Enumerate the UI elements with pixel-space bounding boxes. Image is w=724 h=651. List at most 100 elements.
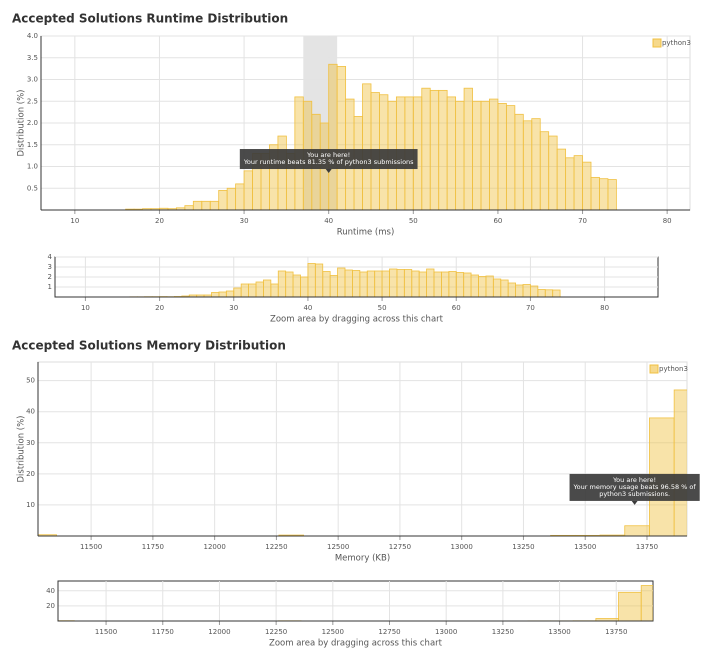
y-tick-label: 2.5 [27,97,38,105]
bar [599,178,609,210]
bar [209,200,220,210]
bar [505,105,516,210]
x-tick-label: 13000 [451,543,473,551]
x-tick-label: 60 [452,304,461,312]
bar [640,585,653,621]
bar [337,267,346,297]
bar [184,205,194,210]
legend-swatch [649,364,659,374]
bar [515,284,524,297]
bar [480,100,490,210]
x-axis-label: Memory (KB) [335,554,390,564]
bar [530,285,539,297]
x-tick-label: 60 [493,217,502,225]
y-tick-label: 2 [48,273,52,281]
x-tick-label: 13250 [512,543,534,551]
bar [472,100,482,210]
x-tick-label: 12500 [322,628,344,636]
bar [590,176,600,210]
legend-swatch [652,38,662,48]
bar [226,187,237,210]
x-tick-label: 50 [409,217,418,225]
y-tick-label: 20 [26,470,35,478]
x-tick-label: 80 [600,304,609,312]
y-tick-label: 0.5 [27,184,38,192]
bar [211,292,220,297]
bar [429,89,440,210]
bar [433,271,442,297]
tooltip-box [569,473,700,501]
bar [463,87,473,210]
bar [489,98,499,210]
bar [201,200,211,210]
x-tick-label: 13000 [435,628,457,636]
bar [618,591,642,621]
bar [552,289,561,297]
bar [497,103,507,210]
bar [556,148,567,210]
bar [522,284,531,297]
bar [263,279,272,297]
x-tick-label: 11500 [80,543,102,551]
y-tick-label: 1.0 [27,163,38,171]
bar [455,272,465,297]
bar [218,190,228,210]
y-tick-label: 10 [26,501,35,509]
bar [285,271,294,297]
legend-label: python3 [662,39,691,47]
x-tick-label: 13250 [492,628,514,636]
y-tick-label: 3.5 [27,54,38,62]
bar [507,282,516,297]
x-tick-label: 30 [240,217,249,225]
bar [441,271,450,297]
y-tick-label: 2.0 [27,119,38,127]
bars [129,263,561,297]
x-tick-label: 12250 [265,628,287,636]
x-tick-label: 40 [324,217,333,225]
chart-title: Accepted Solutions Runtime Distribution [12,12,288,26]
bar [255,281,264,297]
bar [314,263,324,297]
bar [374,270,383,297]
x-tick-label: 20 [155,217,164,225]
bar [544,289,554,297]
x-tick-label: 13500 [548,628,570,636]
bar [673,389,687,536]
x-axis-label: Runtime (ms) [337,228,395,238]
bar [455,100,465,210]
y-tick-label: 40 [46,587,55,595]
y-axis-label: Distribution (%) [17,416,27,483]
legend-label: python3 [659,365,688,373]
x-tick-label: 12750 [378,628,400,636]
bar [438,89,448,210]
bar [344,269,353,297]
y-axis-label: Distribution (%) [17,90,27,157]
bar [418,271,427,297]
bar [300,276,309,297]
x-tick-label: 11750 [142,543,164,551]
y-tick-label: 1 [48,283,52,291]
x-tick-label: 10 [70,217,79,225]
bar [270,283,279,297]
x-tick-label: 20 [155,304,164,312]
bar [192,200,203,210]
y-tick-label: 20 [46,602,55,610]
bar [470,274,479,297]
tooltip-pointer [631,500,638,505]
bar [243,170,253,210]
navigator-caption: Zoom area by dragging across this chart [269,639,443,649]
bar [235,183,245,210]
bar [277,135,287,210]
bar [233,287,242,297]
bar [539,131,550,210]
y-tick-label: 3.0 [27,76,38,84]
bar [573,155,583,210]
x-tick-label: 10 [81,304,90,312]
bar [322,271,331,297]
bar [389,268,398,297]
bar [531,118,541,210]
bar [359,271,368,297]
bar [352,270,361,297]
x-tick-label: 40 [303,304,312,312]
